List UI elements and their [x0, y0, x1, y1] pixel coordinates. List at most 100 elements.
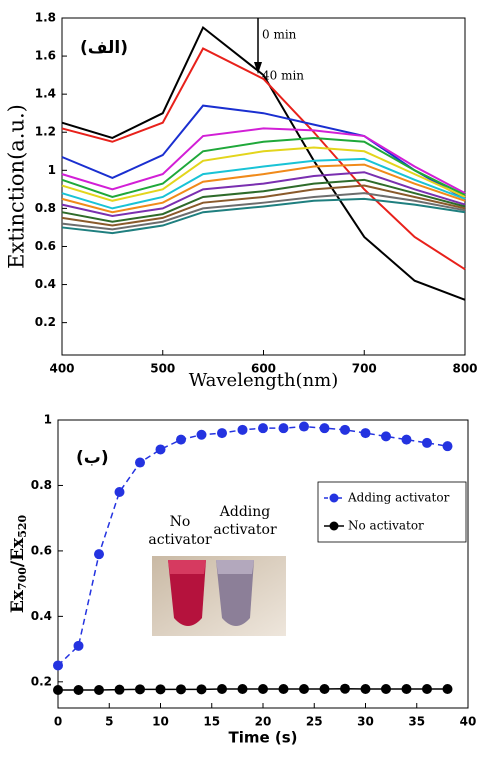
y-tick-label: 0.4 — [31, 609, 52, 623]
data-point — [196, 429, 207, 440]
data-point — [155, 684, 166, 695]
data-point — [442, 441, 453, 452]
series-line — [61, 47, 466, 271]
x-tick-label: 500 — [150, 362, 175, 376]
data-point — [135, 457, 145, 468]
data-point — [340, 683, 350, 694]
legend-box — [317, 481, 467, 543]
legend-label: No activator — [348, 519, 424, 533]
data-point — [176, 434, 186, 445]
data-point — [278, 684, 289, 695]
data-point — [114, 684, 125, 695]
x-tick-label: 40 — [460, 715, 477, 729]
series-line — [61, 184, 466, 227]
data-point — [217, 428, 227, 439]
y-tick-label: 1.4 — [35, 87, 56, 101]
data-point — [340, 424, 350, 435]
inset-label: No — [170, 514, 191, 530]
data-point — [196, 684, 207, 695]
y-tick-label: 1.6 — [35, 49, 56, 63]
x-tick-label: 30 — [357, 715, 374, 729]
y-axis-label-part: /Ex — [8, 537, 28, 567]
data-point — [278, 423, 289, 434]
series-line — [61, 136, 466, 199]
y-tick-label: 0.2 — [31, 674, 52, 688]
annotation: 40 min — [262, 69, 304, 83]
data-point — [401, 434, 412, 445]
data-point — [73, 685, 84, 695]
annotation: 0 min — [262, 28, 297, 42]
inset-label: activator — [213, 522, 277, 538]
inset-photo — [152, 556, 286, 636]
data-point — [422, 684, 432, 695]
y-tick-label: 1 — [44, 413, 52, 427]
y-tick-label: 0.8 — [31, 478, 52, 492]
data-point — [94, 549, 104, 560]
data-point — [422, 437, 432, 448]
legend-marker — [329, 493, 339, 503]
data-point — [53, 685, 63, 695]
data-point — [135, 684, 145, 695]
x-tick-label: 5 — [105, 715, 113, 729]
x-tick-label: 25 — [306, 715, 323, 729]
y-tick-label: 0.8 — [35, 201, 56, 215]
data-point — [319, 423, 330, 434]
panel-label: (الف) — [80, 38, 128, 58]
data-point — [155, 444, 166, 455]
y-tick-label: 0.2 — [35, 315, 56, 329]
x-tick-label: 600 — [251, 362, 276, 376]
data-point — [237, 424, 248, 435]
data-point — [258, 423, 268, 434]
panel-label: (ب) — [76, 448, 109, 468]
y-axis-label-part: Ex — [8, 589, 28, 613]
data-point — [442, 684, 453, 695]
x-tick-label: 0 — [54, 715, 62, 729]
data-point — [237, 684, 248, 695]
y-tick-label: 0.6 — [35, 239, 56, 253]
data-point — [360, 428, 371, 439]
series-line — [61, 104, 466, 200]
data-point — [381, 684, 391, 695]
y-axis-label-part: 700 — [16, 567, 29, 590]
x-axis-label: Wavelength(nm) — [189, 370, 339, 391]
data-point — [319, 684, 330, 695]
data-point — [176, 684, 186, 695]
series-line — [61, 171, 466, 218]
y-axis-label: Extinction(a.u.) — [5, 104, 29, 269]
data-point — [53, 660, 63, 671]
x-tick-label: 800 — [452, 362, 477, 376]
data-point — [299, 684, 309, 695]
series-line — [61, 25, 466, 301]
series-line — [61, 192, 466, 231]
x-tick-label: 15 — [203, 715, 220, 729]
data-point — [401, 684, 412, 695]
series-line — [61, 197, 466, 235]
data-point — [94, 685, 104, 695]
y-tick-label: 0.4 — [35, 277, 56, 291]
y-tick-label: 1.8 — [35, 11, 56, 25]
y-tick-label: 0.6 — [31, 543, 52, 557]
legend-label: Adding activator — [347, 491, 450, 505]
inset-label: activator — [148, 532, 212, 548]
data-point — [381, 431, 391, 442]
series-line — [61, 157, 466, 210]
data-point — [258, 684, 268, 695]
data-point — [217, 684, 227, 695]
data-point — [299, 421, 309, 432]
x-axis-label: Time (s) — [228, 729, 297, 747]
series-line — [61, 163, 466, 214]
legend-marker — [329, 521, 339, 531]
data-point — [360, 684, 371, 695]
y-axis-label-part: 520 — [16, 514, 29, 537]
y-tick-label: 1.2 — [35, 125, 56, 139]
data-point — [114, 487, 125, 497]
x-tick-label: 20 — [255, 715, 272, 729]
y-tick-label: 1 — [48, 163, 56, 177]
x-tick-label: 35 — [408, 715, 425, 729]
inset-label: Adding — [219, 504, 271, 520]
x-tick-label: 400 — [49, 362, 74, 376]
x-tick-label: 700 — [352, 362, 377, 376]
y-axis-label: Ex700/Ex520 — [8, 514, 30, 613]
